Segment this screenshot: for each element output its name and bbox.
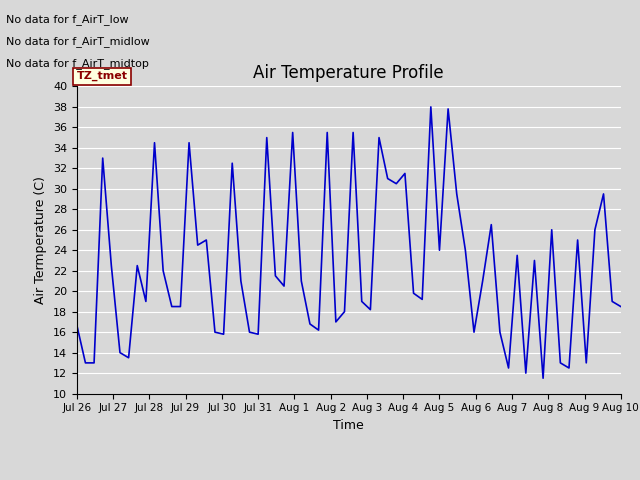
Text: No data for f_AirT_midtop: No data for f_AirT_midtop (6, 58, 149, 69)
Text: TZ_tmet: TZ_tmet (77, 71, 128, 81)
Y-axis label: Air Termperature (C): Air Termperature (C) (35, 176, 47, 304)
Title: Air Temperature Profile: Air Temperature Profile (253, 64, 444, 82)
X-axis label: Time: Time (333, 419, 364, 432)
Legend: AirT 22m: AirT 22m (292, 478, 405, 480)
Text: No data for f_AirT_midlow: No data for f_AirT_midlow (6, 36, 150, 47)
Text: No data for f_AirT_low: No data for f_AirT_low (6, 14, 129, 25)
